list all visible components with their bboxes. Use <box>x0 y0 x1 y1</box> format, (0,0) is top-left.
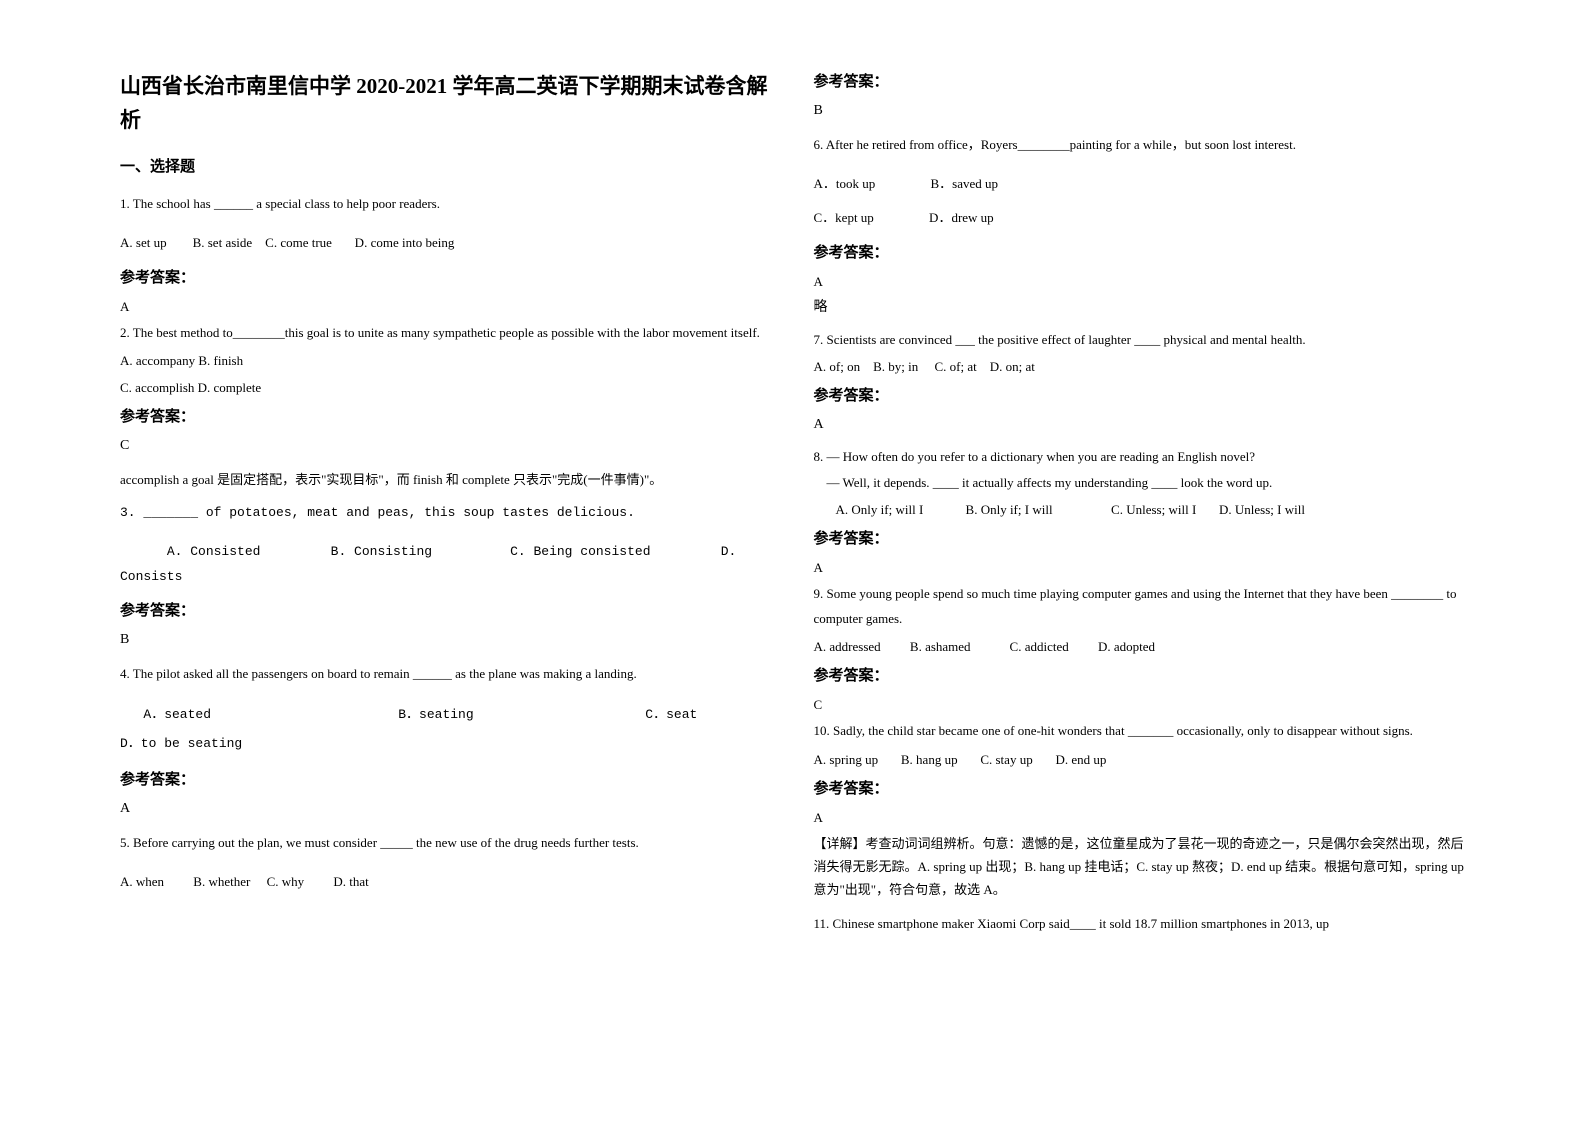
document-title: 山西省长治市南里信中学 2020-2021 学年高二英语下学期期末试卷含解析 <box>120 70 774 137</box>
question-8-options: A. Only if; will I B. Only if; I will C.… <box>814 500 1468 521</box>
answer-5: B <box>814 103 1468 119</box>
answer-label-2: 参考答案： <box>120 405 774 426</box>
question-8b: — Well, it depends. ____ it actually aff… <box>814 473 1468 494</box>
explanation-2: accomplish a goal 是固定搭配，表示"实现目标"，而 finis… <box>120 468 774 491</box>
question-10-options: A. spring up B. hang up C. stay up D. en… <box>814 750 1468 771</box>
answer-label-9: 参考答案： <box>814 664 1468 685</box>
question-7-options: A. of; on B. by; in C. of; at D. on; at <box>814 357 1468 378</box>
question-2-options-b: C. accomplish D. complete <box>120 378 774 399</box>
answer-label-8: 参考答案： <box>814 527 1468 548</box>
answer-3: B <box>120 632 774 648</box>
question-8a: 8. — How often do you refer to a diction… <box>814 447 1468 468</box>
answer-6: A <box>814 274 1468 290</box>
question-5: 5. Before carrying out the plan, we must… <box>120 831 774 856</box>
answer-2: C <box>120 438 774 454</box>
question-5-options: A. when B. whether C. why D. that <box>120 870 774 895</box>
question-6: 6. After he retired from office，Royers__… <box>814 133 1468 158</box>
answer-label-4: 参考答案： <box>120 768 774 789</box>
answer-label-1: 参考答案： <box>120 266 774 287</box>
answer-9: C <box>814 697 1468 713</box>
answer-label-7: 参考答案： <box>814 384 1468 405</box>
answer-6-note: 略 <box>814 296 1468 316</box>
answer-7: A <box>814 417 1468 433</box>
question-3: 3. _______ of potatoes, meat and peas, t… <box>120 501 774 526</box>
answer-1: A <box>120 299 774 315</box>
question-4-options: A．seated B．seating C．seat D．to be seatin… <box>120 701 774 758</box>
right-column: 参考答案： B 6. After he retired from office，… <box>794 70 1488 1052</box>
left-column: 山西省长治市南里信中学 2020-2021 学年高二英语下学期期末试卷含解析 一… <box>100 70 794 1052</box>
explanation-10: 【详解】考查动词词组辨析。句意：遗憾的是，这位童星成为了昙花一现的奇迹之一，只是… <box>814 832 1468 902</box>
question-1-options: A. set up B. set aside C. come true D. c… <box>120 231 774 256</box>
question-10: 10. Sadly, the child star became one of … <box>814 719 1468 744</box>
question-1: 1. The school has ______ a special class… <box>120 192 774 217</box>
question-9: 9. Some young people spend so much time … <box>814 582 1468 631</box>
answer-label-6: 参考答案： <box>814 241 1468 262</box>
section-header: 一、选择题 <box>120 155 774 176</box>
question-9-options: A. addressed B. ashamed C. addicted D. a… <box>814 637 1468 658</box>
question-7: 7. Scientists are convinced ___ the posi… <box>814 330 1468 351</box>
answer-label-3: 参考答案： <box>120 599 774 620</box>
answer-10: A <box>814 810 1468 826</box>
question-2-options-a: A. accompany B. finish <box>120 351 774 372</box>
question-4: 4. The pilot asked all the passengers on… <box>120 662 774 687</box>
question-3-options: A. Consisted B. Consisting C. Being cons… <box>120 540 774 589</box>
answer-4: A <box>120 801 774 817</box>
question-6-options-a: A．took up B．saved up <box>814 172 1468 197</box>
answer-label-5: 参考答案： <box>814 70 1468 91</box>
question-6-options-b: C．kept up D．drew up <box>814 206 1468 231</box>
answer-8: A <box>814 560 1468 576</box>
answer-label-10: 参考答案： <box>814 777 1468 798</box>
question-11: 11. Chinese smartphone maker Xiaomi Corp… <box>814 912 1468 937</box>
question-2: 2. The best method to________this goal i… <box>120 321 774 346</box>
